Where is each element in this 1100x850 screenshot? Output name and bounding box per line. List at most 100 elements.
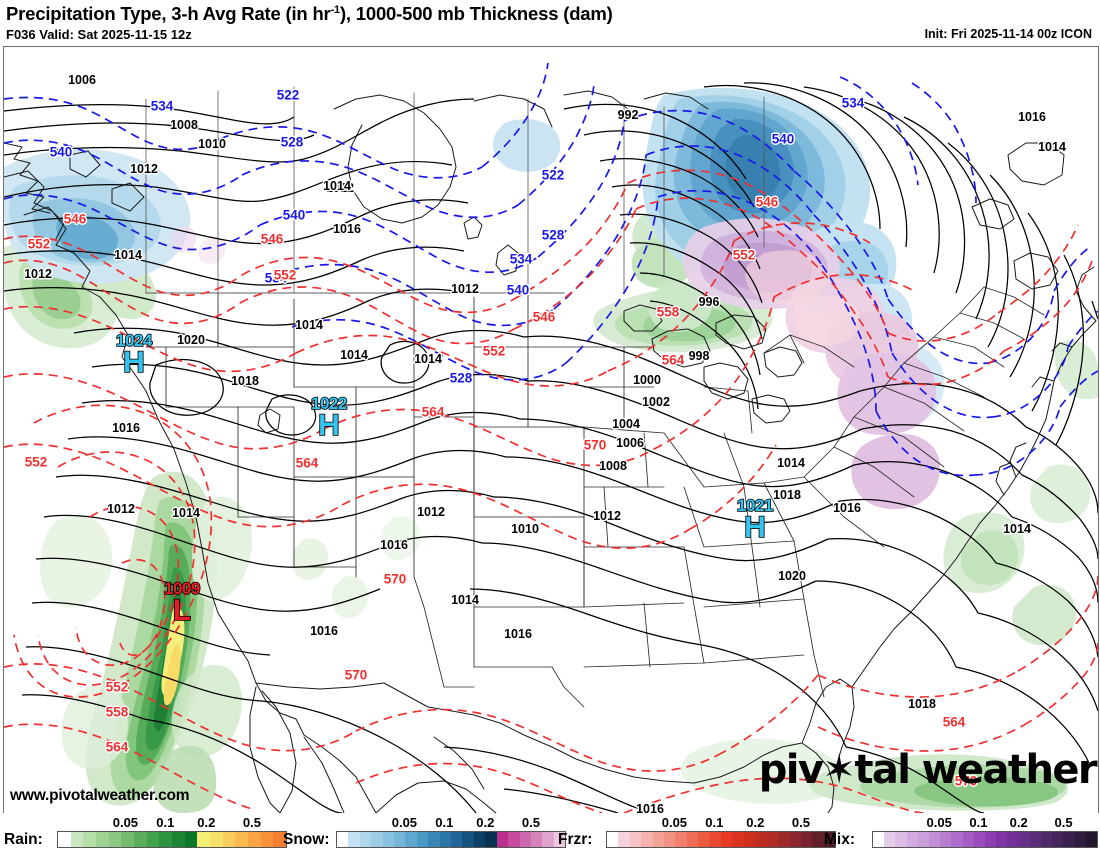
isobar-label-layer: 1006 1008 1010 1012 1012 1014 1012 1014 1016 992 1…: [4, 47, 1098, 813]
legend-colorbar-frzr[interactable]: [606, 831, 836, 848]
legend-swatch: [159, 832, 173, 847]
map-graphics: [4, 62, 1098, 813]
isobar-label: 998: [688, 349, 710, 363]
legend-tick: 0.05: [112, 815, 139, 830]
legend-colorbar-mix[interactable]: [872, 831, 1098, 848]
thickness-label-high: 552: [482, 343, 506, 359]
isobar-label: 1014: [414, 352, 442, 366]
legend-swatch: [1063, 832, 1075, 847]
thickness-label-low: 528: [449, 370, 473, 386]
thickness-label-high: 570: [383, 571, 407, 587]
legend-tick: 0.5: [1054, 815, 1073, 830]
precip-shading-rain: [4, 208, 1098, 813]
legend-swatch: [940, 832, 952, 847]
website-watermark: www.pivotalweather.com: [10, 787, 190, 804]
legend-swatch: [1029, 832, 1042, 847]
legend-swatch: [248, 832, 261, 847]
isobar-label: 1020: [177, 333, 205, 347]
legend-swatch: [1018, 832, 1030, 847]
legend-colorbar-rain[interactable]: [57, 831, 287, 848]
legend-swatch: [70, 832, 84, 847]
isobar-label: 1016: [310, 624, 338, 638]
isobar-label: 1012: [417, 505, 445, 519]
legend-swatch: [210, 832, 223, 847]
legend-swatch: [812, 832, 824, 847]
isobar-label: 1014: [295, 318, 323, 332]
legend-swatch: [134, 832, 147, 847]
legend-swatch: [1074, 832, 1086, 847]
thickness-label-low: 522: [541, 167, 565, 183]
thickness-label-low: 540: [282, 207, 306, 223]
legend-group-snow: Snow: 0.05 0.1 0.2 0.5: [283, 813, 570, 850]
thickness-label-high: 558: [105, 704, 129, 720]
legend-label-frzr: Frzr:: [558, 831, 593, 848]
mslp-isobars: [4, 82, 1098, 813]
isobar-label: 1016: [636, 802, 664, 814]
legend-ticks-frzr: 0.05 0.1 0.2 0.5: [558, 815, 840, 831]
isobar-label: 1012: [107, 502, 135, 516]
legend-swatch: [1041, 832, 1053, 847]
isobar-label: 1016: [833, 501, 861, 515]
isobar-label: 1008: [599, 459, 627, 473]
legend-tick: 0.2: [1009, 815, 1028, 830]
isobar-label: 1012: [24, 267, 52, 281]
legend-swatch: [428, 832, 440, 847]
thickness-contours-red: [4, 169, 1098, 813]
legend-colorbar-snow[interactable]: [336, 831, 566, 848]
legend-swatch: [1052, 832, 1064, 847]
legend-swatch: [641, 832, 653, 847]
legend-swatch: [473, 832, 486, 847]
thickness-label-low: 534: [841, 95, 865, 111]
legend-swatch: [732, 832, 744, 847]
legend-tick: 0.05: [661, 815, 688, 830]
legend-swatch: [766, 832, 779, 847]
legend-swatch: [917, 832, 930, 847]
isobar-label: 1012: [593, 509, 621, 523]
isobar-label: 1014: [1038, 140, 1066, 154]
legend-swatch: [985, 832, 997, 847]
legend-swatch: [121, 832, 135, 847]
isobar-label: 1014: [114, 248, 142, 262]
legend-swatch: [652, 832, 665, 847]
map-canvas[interactable]: 1006 1008 1010 1012 1012 1014 1012 1014 1016 992 1…: [3, 46, 1099, 814]
legend-swatch: [1085, 832, 1098, 847]
thickness-label-low: 528: [541, 227, 565, 243]
legend-swatch: [462, 832, 474, 847]
isobar-label: 1016: [112, 421, 140, 435]
legend-swatch: [485, 832, 497, 847]
thickness-label-low: 534: [509, 251, 533, 267]
legend-ticks-snow: 0.05 0.1 0.2 0.5: [283, 815, 570, 831]
isobar-label: 1016: [504, 627, 532, 641]
thickness-label-high: 570: [566, 811, 589, 814]
legend-swatch: [222, 832, 236, 847]
legend-swatch: [394, 832, 406, 847]
legend-swatch: [451, 832, 463, 847]
thickness-label-low: 540: [771, 131, 795, 147]
thickness-label-high: 570: [344, 667, 368, 683]
legend-tick: 0.1: [705, 815, 724, 830]
header: Precipitation Type, 3-h Avg Rate (in hr-…: [0, 0, 1100, 48]
legend-swatch: [146, 832, 160, 847]
legend-swatch: [755, 832, 767, 847]
legend-swatch: [1007, 832, 1019, 847]
logo-text-b: tal weather: [854, 747, 1097, 793]
thickness-label-high: 570: [954, 773, 978, 789]
thickness-label-low: 534: [150, 98, 174, 114]
legend-swatch: [519, 832, 531, 847]
legend-swatch: [675, 832, 687, 847]
thickness-label-high: 564: [421, 404, 445, 420]
logo-star-icon: ✶: [822, 747, 856, 793]
isobar-label: 1014: [1003, 522, 1031, 536]
legend-swatch: [382, 832, 395, 847]
legend-swatch: [996, 832, 1008, 847]
legend-label-snow: Snow:: [283, 831, 330, 848]
thickness-label-low: 528: [280, 134, 304, 150]
legend-swatch: [721, 832, 733, 847]
legend-swatch: [416, 832, 429, 847]
legend-tick: 0.2: [476, 815, 495, 830]
thickness-label-high: 564: [295, 455, 319, 471]
legend-swatch: [686, 832, 699, 847]
legend-swatch: [337, 832, 349, 847]
legend-tick: 0.05: [391, 815, 418, 830]
legend-group-mix: Mix: 0.05 0.1 0.2 0.5: [824, 813, 1100, 850]
